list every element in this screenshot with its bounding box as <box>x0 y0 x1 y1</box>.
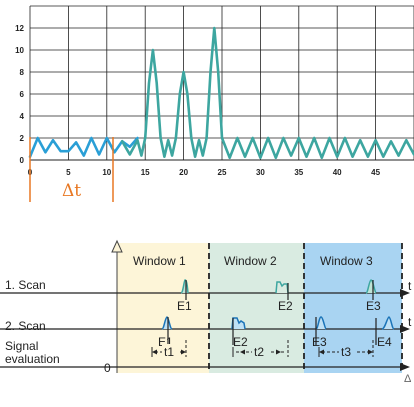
scan1-event-e3: E3 <box>366 299 381 313</box>
evaluation-delta-label: Δ <box>404 373 412 385</box>
scan1-event-e2: E2 <box>278 299 293 313</box>
scan1-arrowhead <box>400 289 410 297</box>
scan2-arrowhead <box>400 325 410 333</box>
interval-t3-label-bg <box>339 344 357 358</box>
y-tick-labels: 0 2 4 6 8 10 12 <box>15 24 24 165</box>
scan2-pulse-1 <box>161 316 173 330</box>
window-3-label: Window 3 <box>320 254 373 268</box>
x-tick-label: 35 <box>294 168 303 177</box>
scan1-t-label: t <box>408 279 412 293</box>
scan2-t-label: t <box>408 315 412 329</box>
y-tick-label: 6 <box>20 90 25 99</box>
series-line-2 <box>120 26 414 160</box>
delta-t-label: Δt <box>62 181 81 201</box>
x-tick-label: 40 <box>333 168 342 177</box>
y-tick-label: 10 <box>15 46 24 55</box>
x-tick-label: 5 <box>66 168 71 177</box>
x-tick-label: 30 <box>256 168 265 177</box>
scan1-event-e1: E1 <box>177 299 192 313</box>
signal-chart: 0 2 4 6 8 10 12 0 5 10 15 20 25 30 35 40 45 Δt <box>15 5 414 202</box>
scan2-event-e2: E2 <box>233 335 248 349</box>
y-tick-label: 8 <box>20 68 25 77</box>
evaluation-arrowhead <box>400 363 410 371</box>
interval-t2-label-bg <box>252 344 270 358</box>
chart-series <box>28 26 414 160</box>
interval-t2-label: t2 <box>254 345 264 359</box>
row-label-scan2: 2. Scan <box>5 319 46 333</box>
interval-t3-arrowhead-right <box>368 349 373 355</box>
interval-t1-label: t1 <box>164 345 174 359</box>
x-tick-labels: 051015202530354045 <box>28 168 381 177</box>
timing-diagram: Window 1 Window 2 Window 3 0 1. Scan 2. … <box>0 239 412 385</box>
time-axis-arrowhead <box>111 239 123 253</box>
scan2-event-e4: E4 <box>377 335 392 349</box>
row-label-signal-evaluation: Signal evaluation <box>5 339 60 366</box>
y-tick-label: 2 <box>20 134 25 143</box>
x-tick-label: 15 <box>141 168 150 177</box>
interval-t2-arrowhead-left <box>240 349 245 355</box>
x-tick-label: 45 <box>371 168 380 177</box>
interval-t2-arrowhead-right <box>276 349 281 355</box>
row-label-scan1: 1. Scan <box>5 278 46 292</box>
interval-t3-label: t3 <box>341 345 351 359</box>
y-tick-label: 4 <box>20 112 25 121</box>
interval-t1-arrowhead-right <box>181 349 186 355</box>
scan2-pulse-3 <box>315 316 327 330</box>
y-tick-label: 12 <box>15 24 24 33</box>
row-label-evaluation: evaluation <box>5 352 60 366</box>
interval-t3-arrowhead-left <box>319 349 324 355</box>
scan2-pulse-4 <box>381 316 395 330</box>
window-1-label: Window 1 <box>133 254 186 268</box>
interval-t1-label-bg <box>162 344 178 358</box>
x-tick-label: 10 <box>102 168 111 177</box>
origin-label: 0 <box>104 361 111 375</box>
x-tick-label: 20 <box>179 168 188 177</box>
scan1-pulse-2 <box>275 281 289 294</box>
y-tick-label: 0 <box>20 156 25 165</box>
window-2-label: Window 2 <box>224 254 277 268</box>
row-label-signal: Signal <box>5 339 38 353</box>
x-tick-label: 25 <box>218 168 227 177</box>
series-line-1 <box>28 136 139 158</box>
scan2-event-e3: E3 <box>312 335 327 349</box>
interval-t1-arrowhead-left <box>152 349 157 355</box>
